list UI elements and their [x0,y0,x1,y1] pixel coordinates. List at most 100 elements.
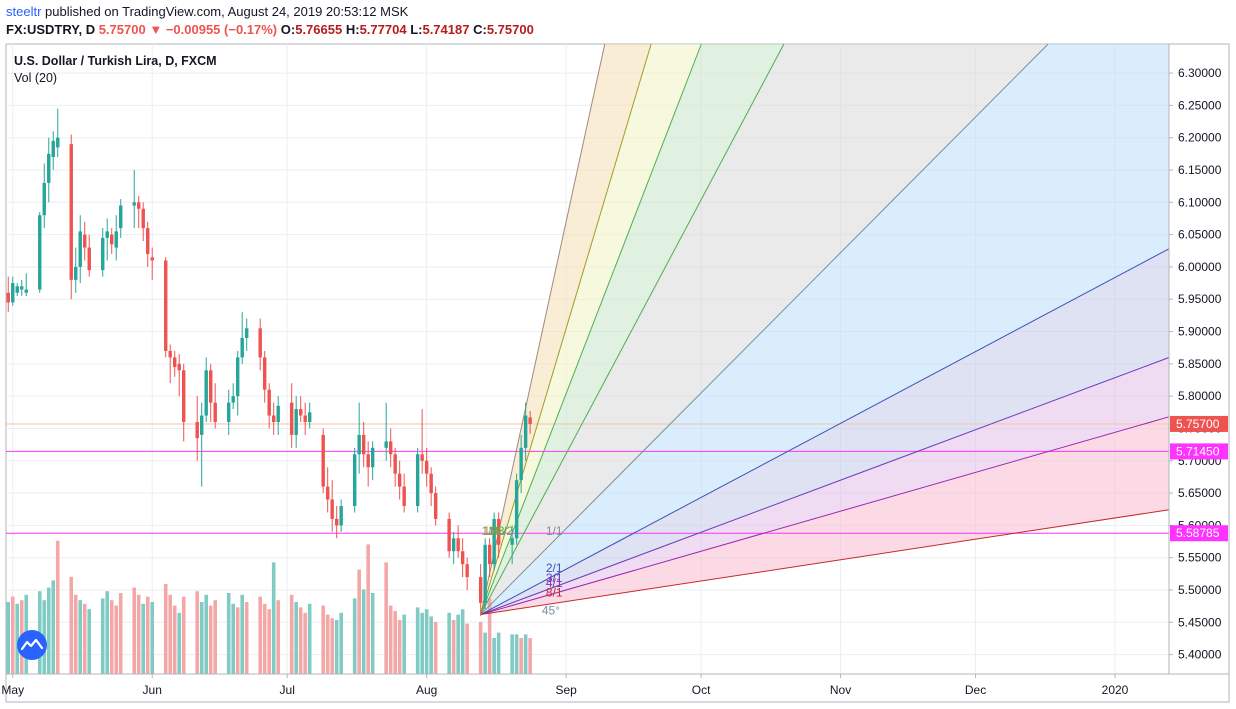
candle-body [119,205,123,229]
time-axis[interactable]: May Jun Jul Aug Sep Oct Nov Dec 2020 [1,674,1129,697]
volume-bar [330,618,334,674]
time-tick-label: Sep [555,683,577,697]
fan-label-1-4: 1/4 [483,524,500,538]
candle-body [101,237,105,271]
price-label-box [1170,525,1228,542]
fan-line-8-1 [480,509,1170,616]
volume-bar [433,621,438,674]
volume-bar [213,600,218,674]
candle-body [24,289,28,293]
candle-body [226,402,231,422]
chart-title: U.S. Dollar / Turkish Lira, D, FXCM [14,54,217,68]
price-label-box [1170,415,1228,432]
candle-body [460,551,465,565]
volume-bar [114,605,119,674]
gann-fan-labels: 1/81/41/31/2 1/1 2/13/14/18/1 45° [482,524,563,617]
volume-bar [397,620,402,674]
volume-bar [258,596,262,674]
volume-bar [78,600,83,674]
high-value: 5.77704 [359,22,407,37]
fan-angle-label: 45° [542,604,560,618]
candle-body [6,292,10,303]
tradingview-logo[interactable] [17,630,47,660]
open-label: O: [280,22,296,37]
price-tick-label: 6.25000 [1178,98,1222,112]
low-label: L: [410,22,423,37]
price-axis[interactable]: 5.400005.450005.500005.550005.600005.650… [1169,66,1222,662]
price-tick-label: 6.30000 [1178,66,1222,80]
time-tick-label: Nov [830,683,851,697]
low-value: 5.74187 [422,22,470,37]
candle-body [388,441,393,455]
volume-bar [487,598,492,674]
volume-bar [51,580,56,674]
volume-label: Vol (20) [14,71,57,85]
volume-bar [303,612,307,674]
volume-bar [321,605,325,674]
candle-body [15,286,19,293]
volume-bar [55,540,60,674]
volume-bar [100,598,105,674]
candle-body [208,370,213,403]
candle-body [514,480,519,539]
price-tick-label: 6.05000 [1178,228,1222,242]
fan-line-3-1 [480,357,1170,616]
price-value: 5.75700 [98,22,146,37]
candle-body [69,144,73,280]
candle-body [262,357,267,390]
candle-body [307,412,312,422]
price-tick-label: 5.85000 [1178,357,1222,371]
candle-body [199,415,204,435]
candle-body [325,486,330,500]
volume-bar [420,612,424,674]
volume-bar [46,587,51,674]
volume-bar [240,594,244,674]
volume-bar [528,638,532,674]
fan-label-2-1: 2/1 [546,561,563,575]
candle-body [47,153,51,183]
candle-body [11,283,15,303]
candle-body [173,357,177,368]
volume-bar [393,611,397,674]
candle-body [276,405,280,422]
volume-bar [339,612,343,674]
candle-body [105,231,109,238]
volume-bar [523,634,528,674]
horizontal-lines[interactable] [6,423,1169,534]
candle-body [213,402,217,422]
volume-bar [370,593,375,674]
author-link[interactable]: steeltr [6,4,42,19]
change-value: −0.00955 (−0.17%) [165,22,278,37]
candle-body [393,454,397,474]
fan-label-1-1: 1/1 [546,524,563,538]
high-label: H: [345,22,360,37]
candle-body [137,202,141,209]
volume-bar [109,600,114,674]
volume-bar [496,632,501,674]
volume-bar [415,607,420,674]
volume-bar [168,594,173,674]
volume-bar [150,602,155,674]
volume-bar [451,620,456,674]
fan-label-8-1: 8/1 [546,585,563,599]
candle-body [20,286,24,290]
fan-fill [480,44,1049,615]
price-tick-label: 5.95000 [1178,292,1222,306]
price-labels: 5.75700 5.71450 5.58785 [1170,415,1228,542]
volume-bar [163,584,168,674]
price-tick-label: 6.20000 [1178,131,1222,145]
candle-body [370,447,375,468]
candle-body [244,328,249,338]
volume-bar [294,602,298,674]
price-tick-label: 6.15000 [1178,163,1222,177]
candle-body [433,493,438,519]
candle-body [168,350,172,358]
candle-body [51,140,55,158]
volume-bar [465,623,469,674]
fan-label-3-1: 3/1 [546,571,563,585]
candle-body [357,434,361,455]
volume-bar [519,638,523,674]
volume-bar [172,605,177,674]
candle-body [56,137,60,148]
